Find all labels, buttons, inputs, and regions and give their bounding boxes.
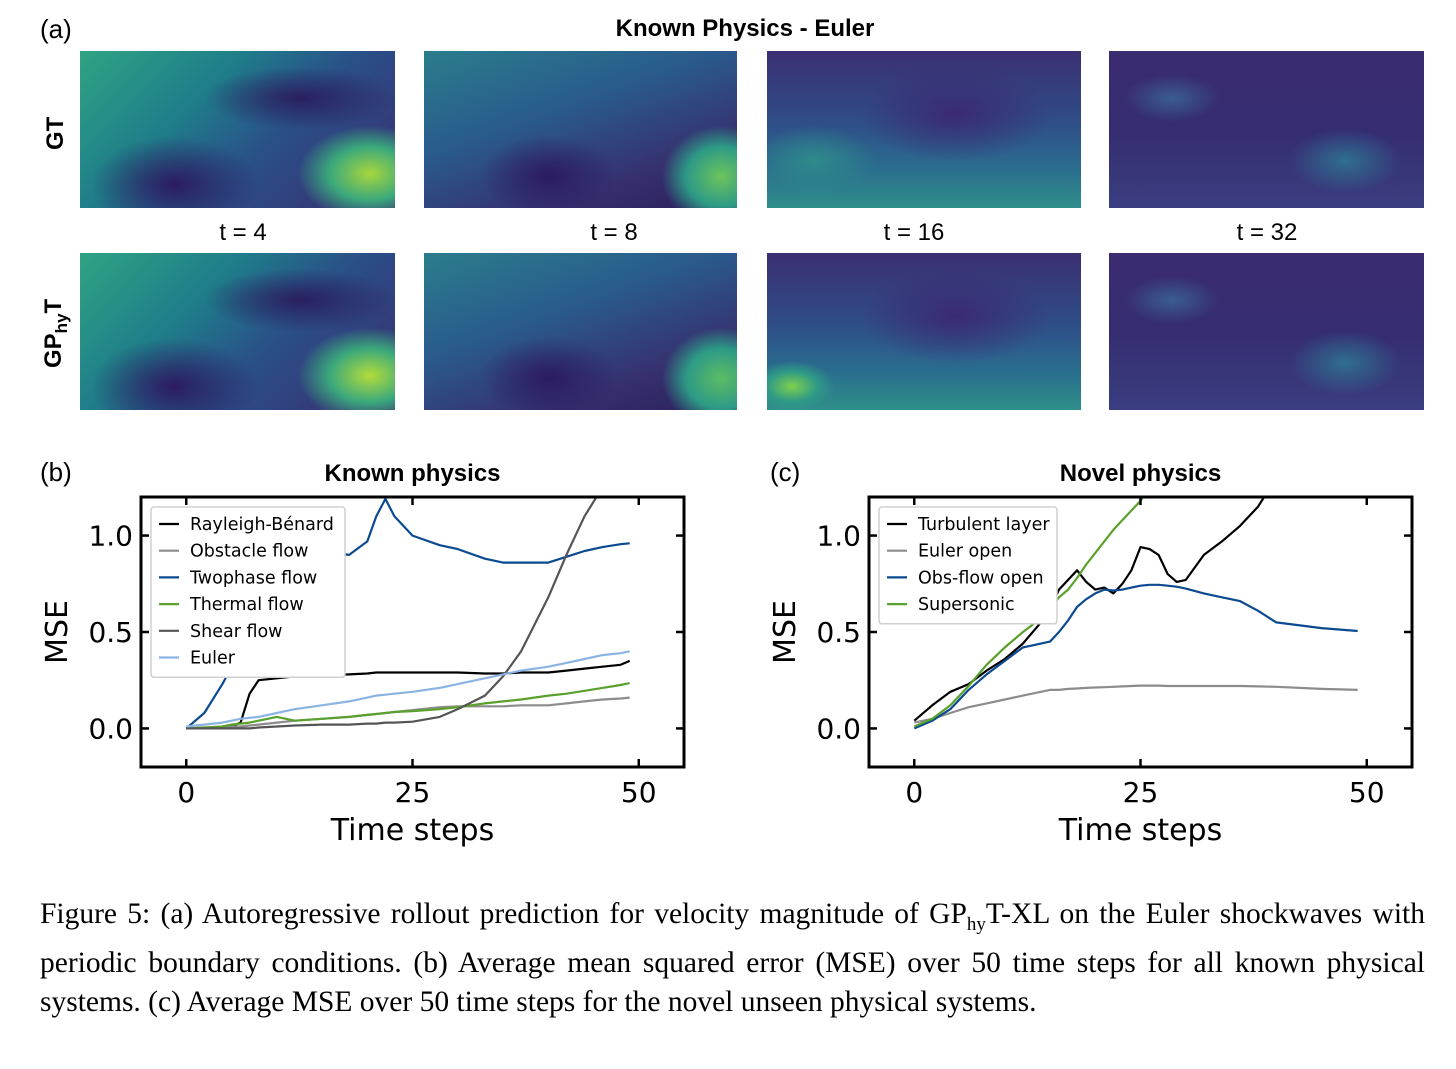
time-label-t32: t = 32 — [1236, 219, 1298, 246]
x-tick-label: 25 — [1123, 776, 1159, 809]
pred-field-t32 — [1109, 253, 1424, 410]
x-tick-label: 25 — [395, 776, 431, 809]
series-line-5 — [186, 650, 630, 728]
y-tick-label: 0.5 — [88, 616, 133, 649]
x-tick-label: 0 — [177, 776, 195, 809]
x-axis-label: Time steps — [1058, 813, 1222, 848]
time-label-t8: t = 8 — [590, 219, 638, 246]
x-axis-label: Time steps — [330, 813, 494, 848]
figure-caption: Figure 5: (a) Autoregressive rollout pre… — [40, 898, 1426, 1018]
series-line-0 — [913, 497, 1266, 722]
series-line-1 — [914, 684, 1358, 724]
series-line-3 — [913, 497, 1145, 728]
y-axis-label: MSE — [768, 600, 803, 664]
legend-label-0: Rayleigh-Bénard — [190, 515, 334, 535]
legend-label-5: Euler — [190, 649, 236, 669]
row-label-gt: GT — [42, 116, 69, 150]
panel-a-title: Known Physics - Euler — [615, 15, 875, 42]
y-tick-label: 1.0 — [88, 520, 133, 553]
series-line-0 — [186, 659, 631, 730]
chart-known-physics: Known physics 0 25 50 0.0 0.5 1.0 Time steps MSE… — [40, 460, 686, 848]
x-tick-label: 0 — [905, 776, 923, 809]
legend-label-3: Supersonic — [918, 595, 1015, 615]
x-tick-label: 50 — [621, 776, 657, 809]
time-label-t16: t = 16 — [883, 219, 945, 246]
y-tick-label: 1.0 — [816, 520, 861, 553]
chart-title: Novel physics — [1060, 460, 1221, 487]
chart-novel-physics: Novel physics 0 25 50 0.0 0.5 1.0 Time steps MSE… — [768, 460, 1414, 848]
series-line-1 — [186, 696, 630, 730]
legend-box — [150, 506, 346, 678]
legend-label-1: Euler open — [918, 542, 1012, 562]
panel-b-label: (b) — [40, 457, 72, 487]
y-axis-label: MSE — [40, 600, 75, 664]
pred-field-t8 — [424, 253, 737, 410]
legend-label-4: Shear flow — [190, 622, 283, 642]
series-line-3 — [186, 682, 630, 730]
chart-title: Known physics — [324, 460, 500, 487]
legend-box — [878, 506, 1058, 625]
legend-label-0: Turbulent layer — [917, 515, 1050, 535]
legend-label-3: Thermal flow — [189, 595, 304, 615]
series-line-2 — [913, 583, 1358, 730]
y-tick-label: 0.0 — [88, 712, 133, 745]
y-tick-label: 0.5 — [816, 616, 861, 649]
panel-c-label: (c) — [770, 457, 801, 487]
gt-field-t8 — [424, 51, 737, 208]
panel-a-label: (a) — [40, 14, 72, 44]
legend-label-2: Obs-flow open — [918, 568, 1044, 588]
gt-field-t32 — [1109, 51, 1424, 208]
time-label-t4: t = 4 — [219, 219, 267, 246]
series-line-4 — [186, 497, 598, 730]
row-label-gphyt: GPhyT — [40, 298, 71, 368]
y-tick-label: 0.0 — [816, 712, 861, 745]
pred-field-t4 — [80, 253, 395, 410]
legend-label-1: Obstacle flow — [190, 542, 308, 562]
series-group — [913, 497, 1358, 730]
gt-field-t16 — [767, 51, 1081, 208]
gt-field-t4 — [80, 51, 395, 208]
legend-label-2: Twophase flow — [189, 568, 317, 588]
x-tick-label: 50 — [1349, 776, 1385, 809]
pred-field-t16 — [767, 253, 1081, 410]
